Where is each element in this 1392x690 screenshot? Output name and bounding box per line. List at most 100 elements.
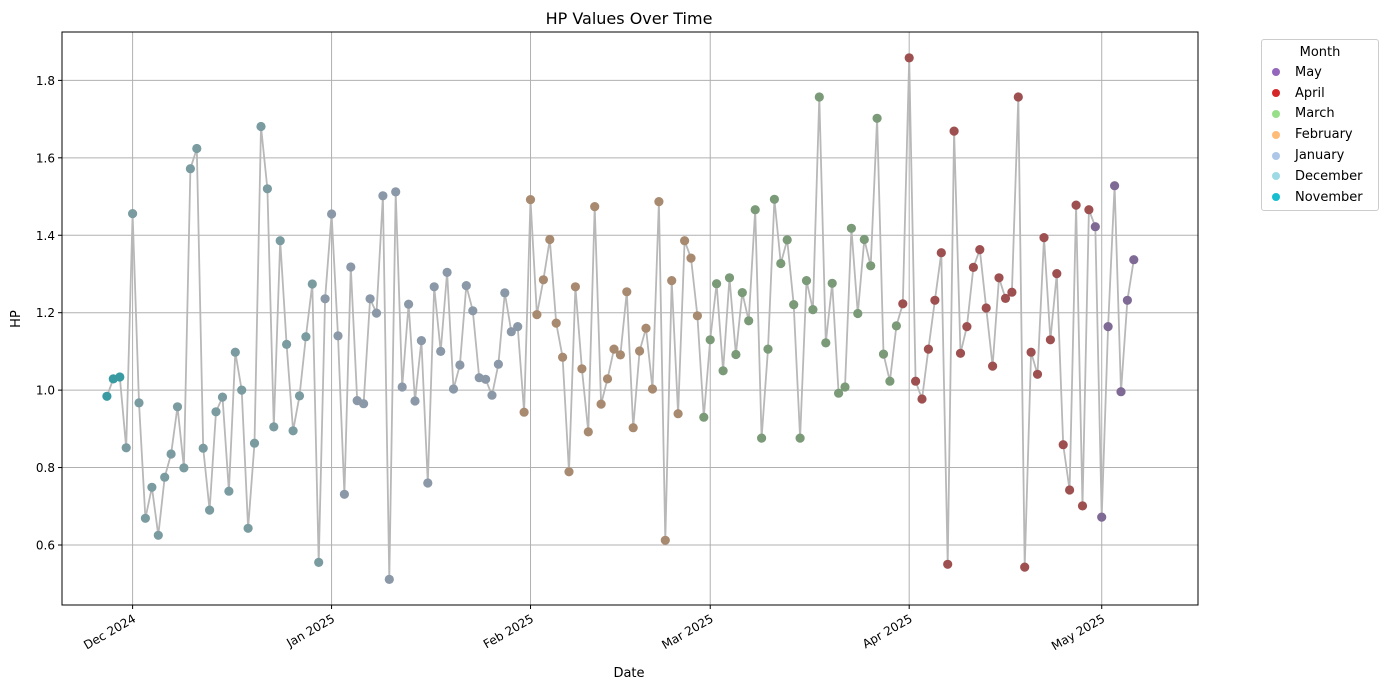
- data-point-april: [1013, 92, 1023, 102]
- data-points: [102, 53, 1139, 585]
- data-point-april: [1026, 347, 1036, 357]
- data-point-march: [878, 349, 889, 359]
- data-point-march: [731, 349, 741, 360]
- data-point-december: [192, 143, 202, 154]
- data-point-february: [538, 275, 549, 285]
- data-point-january: [397, 382, 407, 392]
- data-point-january: [410, 396, 420, 406]
- data-point-february: [583, 427, 593, 437]
- y-tick-label: 1.0: [36, 384, 55, 398]
- data-point-april: [911, 376, 921, 386]
- data-point-december: [128, 209, 138, 219]
- data-point-april: [917, 394, 927, 404]
- data-point-december: [249, 438, 260, 448]
- legend-swatch: [1272, 151, 1280, 160]
- x-tick-label: Feb 2025: [481, 611, 536, 651]
- data-point-january: [384, 574, 394, 585]
- legend-title: Month: [1299, 45, 1341, 60]
- data-point-january: [436, 346, 446, 356]
- data-point-march: [801, 276, 812, 286]
- data-point-april: [949, 126, 959, 136]
- data-point-february: [596, 399, 606, 409]
- data-point-november: [115, 372, 125, 382]
- data-point-march: [885, 376, 895, 386]
- x-tick-label: Mar 2025: [659, 611, 715, 652]
- legend-swatch: [1272, 193, 1280, 202]
- legend-label: April: [1295, 85, 1325, 101]
- y-axis-label: HP: [9, 310, 24, 328]
- data-point-april: [1052, 269, 1062, 279]
- x-axis-ticks: Dec 2024 Jan 2025 Feb 2025 Mar 2025 Apr 2025…: [81, 605, 1107, 653]
- x-axis-label: Date: [613, 666, 644, 681]
- legend-label: March: [1295, 106, 1335, 122]
- data-point-december: [185, 164, 195, 174]
- series-line: [106, 57, 1135, 580]
- data-point-january: [513, 322, 523, 332]
- data-point-march: [866, 261, 876, 271]
- data-point-may: [1090, 222, 1100, 232]
- data-point-may: [1097, 512, 1107, 522]
- legend-swatch: [1272, 109, 1280, 118]
- data-point-january: [423, 478, 433, 488]
- legend-label: May: [1295, 64, 1322, 80]
- x-tick-label: Dec 2024: [81, 611, 138, 652]
- data-point-december: [243, 523, 253, 533]
- legend-entry: January: [1262, 145, 1378, 166]
- legend-swatch: [1272, 130, 1280, 139]
- data-point-may: [1103, 322, 1113, 332]
- data-point-february: [660, 535, 670, 545]
- plot-area-frame: [61, 31, 1199, 606]
- data-point-april: [943, 559, 953, 569]
- data-point-december: [256, 121, 266, 132]
- data-point-march: [712, 279, 722, 289]
- data-point-january: [339, 489, 349, 499]
- legend-entry: March: [1262, 104, 1378, 125]
- legend-label: January: [1295, 148, 1345, 164]
- data-point-january: [371, 308, 382, 318]
- y-tick-label: 0.8: [36, 461, 55, 475]
- legend-swatch: [1272, 89, 1280, 98]
- data-point-february: [686, 253, 696, 263]
- data-point-january: [327, 209, 337, 219]
- data-point-march: [808, 305, 818, 315]
- x-tick-label: Apr 2025: [860, 611, 915, 651]
- data-point-january: [500, 288, 510, 298]
- legend-entry: December: [1262, 166, 1378, 187]
- data-point-december: [301, 332, 311, 342]
- data-point-december: [179, 463, 189, 473]
- x-tick-label: Jan 2025: [283, 611, 337, 650]
- data-point-december: [237, 385, 247, 395]
- data-point-april: [1007, 287, 1017, 297]
- data-point-january: [468, 306, 478, 316]
- data-point-january: [416, 336, 426, 346]
- data-point-march: [814, 92, 824, 102]
- data-point-february: [692, 311, 703, 321]
- data-point-april: [936, 248, 946, 258]
- data-point-january: [404, 299, 414, 309]
- legend-entry: February: [1262, 124, 1378, 145]
- data-point-april: [1077, 501, 1088, 511]
- y-tick-label: 1.4: [36, 229, 55, 243]
- data-point-december: [217, 392, 228, 402]
- data-point-march: [834, 388, 844, 398]
- data-point-march: [705, 335, 715, 345]
- data-point-february: [609, 344, 619, 354]
- data-point-january: [493, 359, 503, 369]
- legend-swatch: [1272, 68, 1280, 77]
- data-point-february: [558, 352, 568, 362]
- data-point-february: [602, 374, 613, 384]
- data-point-february: [570, 282, 581, 292]
- data-point-march: [750, 205, 760, 215]
- data-point-february: [667, 276, 677, 286]
- data-point-april: [1084, 205, 1094, 215]
- data-point-march: [853, 308, 863, 319]
- data-point-december: [294, 391, 305, 401]
- data-point-december: [166, 449, 176, 459]
- y-tick-label: 1.2: [36, 306, 55, 320]
- legend: Month May April March February January Decemb…: [1261, 39, 1379, 211]
- data-point-december: [230, 347, 240, 357]
- data-point-april: [1058, 440, 1068, 450]
- data-point-april: [975, 245, 985, 255]
- data-point-march: [827, 278, 837, 288]
